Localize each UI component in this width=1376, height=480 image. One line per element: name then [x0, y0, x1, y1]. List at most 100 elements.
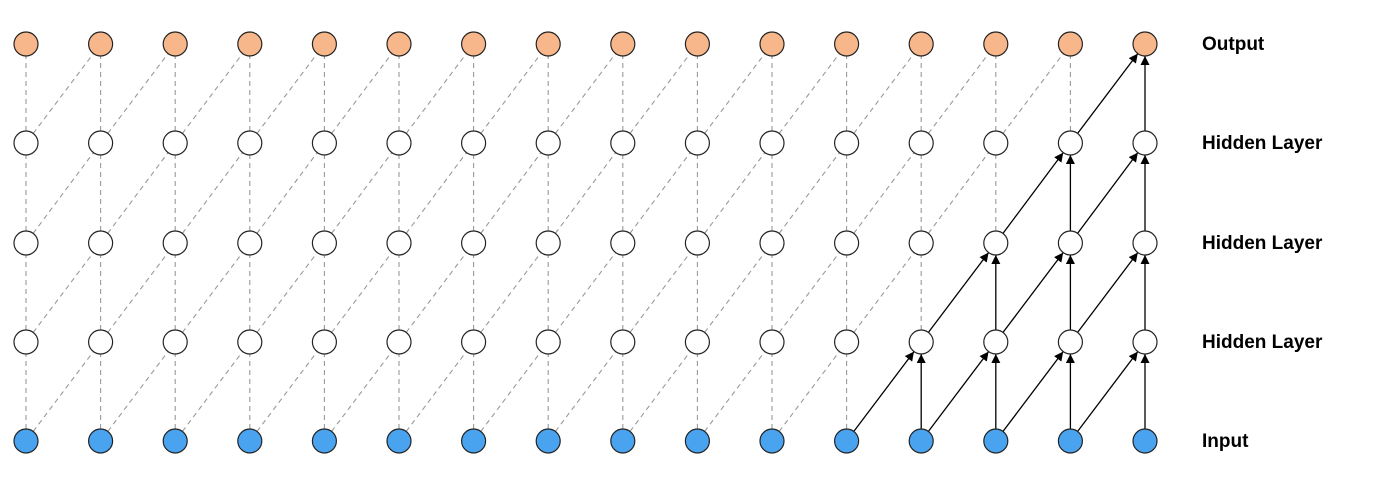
output-node: [1057, 31, 1084, 57]
hidden-node: [535, 130, 561, 156]
hidden-node: [1057, 230, 1084, 256]
output-node: [461, 31, 487, 57]
hidden-node: [1057, 130, 1084, 156]
hidden-node: [386, 130, 412, 156]
hidden-node: [13, 329, 39, 355]
hidden-node: [833, 329, 860, 355]
dashed-edge: [480, 351, 542, 432]
hidden-node: [983, 130, 1009, 156]
dashed-edge: [32, 252, 94, 333]
dashed-edge: [778, 351, 840, 432]
dashed-edge: [778, 252, 840, 333]
active-edge: [1002, 351, 1064, 432]
hidden-node: [983, 230, 1009, 256]
hidden-node: [759, 230, 785, 256]
layer-label: Hidden Layer: [1202, 233, 1323, 254]
dashed-edge: [704, 252, 766, 333]
dashed-edge: [331, 152, 393, 234]
input-node: [162, 428, 188, 454]
dashed-edge: [629, 351, 691, 432]
hidden-node: [87, 130, 114, 156]
dashed-edge: [853, 53, 915, 134]
layer-label: Hidden Layer: [1202, 133, 1323, 154]
dashed-edge: [554, 152, 617, 234]
dashed-edge: [331, 252, 393, 333]
hidden-node: [311, 130, 337, 156]
hidden-node: [1132, 230, 1158, 256]
output-node: [237, 31, 263, 57]
output-node: [87, 31, 114, 57]
dashed-edge: [554, 53, 617, 134]
dashed-edge: [480, 53, 542, 134]
input-node: [237, 428, 263, 454]
dashed-edge: [107, 252, 169, 333]
input-node: [610, 428, 636, 454]
active-edge: [853, 351, 915, 432]
dashed-edge: [405, 53, 467, 134]
active-edge: [927, 252, 990, 333]
hidden-node: [684, 329, 711, 355]
dashed-edge: [32, 351, 94, 432]
dashed-edge: [778, 152, 840, 234]
dashed-edge: [32, 152, 94, 234]
hidden-node: [13, 130, 39, 156]
input-node: [833, 428, 860, 454]
dashed-edge: [405, 351, 467, 432]
input-node: [535, 428, 561, 454]
output-node: [610, 31, 636, 57]
hidden-node: [759, 329, 785, 355]
hidden-node: [983, 329, 1009, 355]
dashed-edge: [704, 53, 766, 134]
hidden-node: [535, 329, 561, 355]
dashed-edge: [331, 351, 393, 432]
dashed-edge: [256, 351, 318, 432]
input-node: [684, 428, 711, 454]
dashed-edge: [256, 252, 318, 333]
hidden-node: [461, 130, 487, 156]
layer-label: Hidden Layer: [1202, 332, 1323, 353]
dashed-edge: [853, 152, 915, 234]
input-node: [1057, 428, 1084, 454]
hidden-node: [386, 329, 412, 355]
hidden-node: [759, 130, 785, 156]
output-node: [908, 31, 934, 57]
hidden-node: [684, 230, 711, 256]
output-node: [162, 31, 188, 57]
dashed-edge: [405, 252, 467, 333]
hidden-node: [908, 329, 934, 355]
dashed-edge: [629, 53, 691, 134]
dashed-edge: [853, 252, 915, 333]
hidden-node: [535, 230, 561, 256]
dashed-edge: [331, 53, 393, 134]
hidden-node: [684, 130, 711, 156]
dashed-edge: [704, 152, 766, 234]
hidden-node: [162, 230, 188, 256]
hidden-node: [461, 329, 487, 355]
output-node: [983, 31, 1009, 57]
hidden-node: [610, 230, 636, 256]
dashed-edge: [629, 252, 691, 333]
hidden-node: [311, 329, 337, 355]
active-edge: [927, 351, 990, 432]
edges: [25, 53, 1150, 432]
dashed-edge: [554, 252, 617, 333]
output-node: [1132, 31, 1158, 57]
input-node: [386, 428, 412, 454]
hidden-node: [908, 130, 934, 156]
output-node: [311, 31, 337, 57]
hidden-node: [87, 230, 114, 256]
layer-label: Input: [1202, 431, 1249, 452]
active-edge: [1002, 252, 1064, 333]
hidden-node: [461, 230, 487, 256]
output-node: [13, 31, 39, 57]
hidden-node: [237, 130, 263, 156]
input-node: [1132, 428, 1158, 454]
dashed-edge: [181, 53, 244, 134]
layer-label: Output: [1202, 34, 1265, 55]
output-node: [684, 31, 711, 57]
hidden-node: [237, 230, 263, 256]
dashed-edge: [32, 53, 94, 134]
hidden-node: [833, 130, 860, 156]
dashed-edge: [181, 351, 244, 432]
